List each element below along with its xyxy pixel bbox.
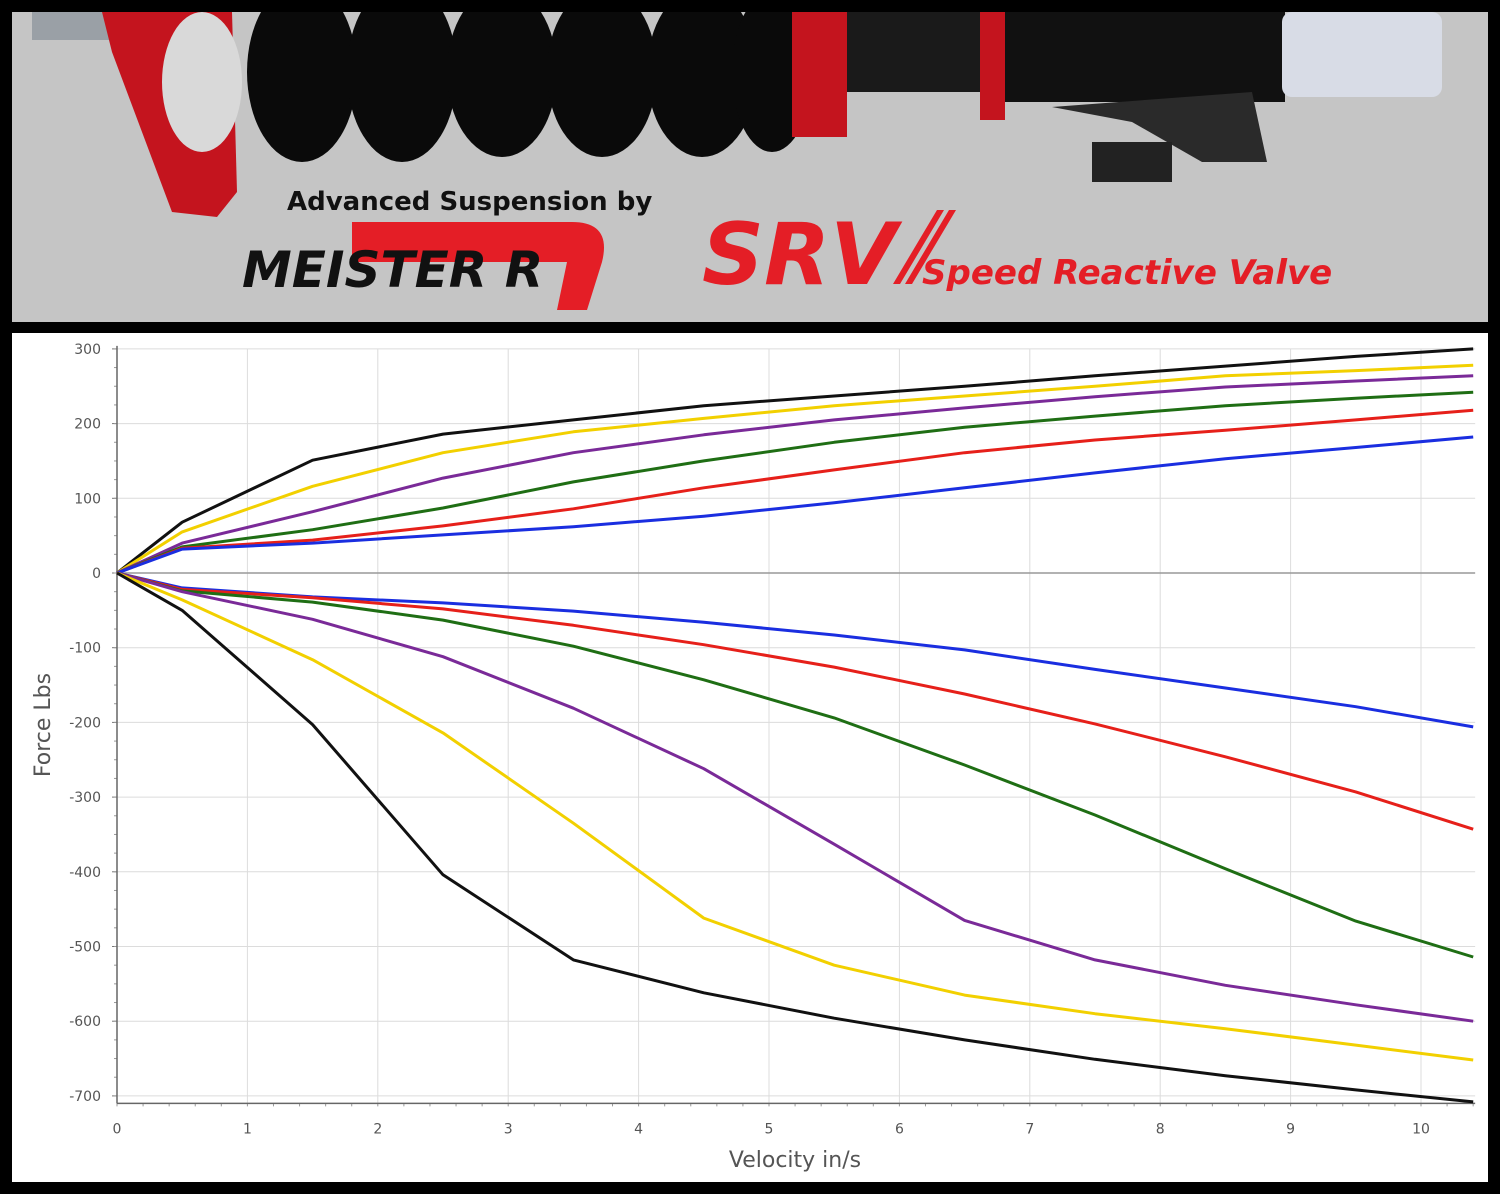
banner-tagline: Advanced Suspension by xyxy=(287,187,652,217)
y-tick-label: -500 xyxy=(69,940,101,956)
srv-logo: SRV xyxy=(702,205,956,305)
x-tick-label: 5 xyxy=(765,1121,774,1137)
series-line-compression-4 xyxy=(116,390,1474,575)
meister-r-logo: MEISTER R xyxy=(242,222,604,310)
banner-graphic: Advanced Suspension by MEISTER R SRV Spe… xyxy=(32,12,1442,310)
y-tick-label: 200 xyxy=(74,417,101,433)
y-tick-label: 0 xyxy=(92,566,101,582)
x-axis-label: Velocity in/s xyxy=(729,1148,861,1173)
y-tick-label: -200 xyxy=(69,715,101,731)
y-tick-label: -400 xyxy=(69,865,101,881)
series-line-rebound-4 xyxy=(116,571,1474,1023)
meister-logo-text: MEISTER R xyxy=(242,241,543,299)
x-tick-label: 7 xyxy=(1025,1121,1034,1137)
series-line-compression-2 xyxy=(116,363,1474,575)
coilover-illustration xyxy=(32,12,1442,217)
product-banner: Advanced Suspension by MEISTER R SRV Spe… xyxy=(12,12,1488,322)
y-tick-label: 100 xyxy=(74,491,101,507)
y-tick-label: -600 xyxy=(69,1014,101,1030)
x-tick-label: 9 xyxy=(1286,1121,1295,1137)
series-line-rebound-5 xyxy=(116,571,1474,1062)
x-tick-label: 8 xyxy=(1156,1121,1165,1137)
x-tick-label: 3 xyxy=(504,1121,513,1137)
series-line-rebound-2 xyxy=(116,571,1474,831)
series-lines xyxy=(116,347,1474,1104)
y-tick-label: -700 xyxy=(69,1089,101,1105)
series-line-rebound-1 xyxy=(116,571,1474,729)
tick-labels: 0 1 2 3 4 5 6 7 8 9 10 300 200 100 0 -100 -200 -300 -400 -5… xyxy=(69,342,1430,1137)
product-name: Speed Reactive Valve xyxy=(922,253,1332,293)
axes xyxy=(112,345,1476,1107)
grid xyxy=(117,348,1476,1104)
x-tick-label: 10 xyxy=(1412,1121,1430,1137)
chart-panel xyxy=(12,333,1488,1182)
x-tick-label: 2 xyxy=(373,1121,382,1137)
x-tick-label: 1 xyxy=(243,1121,252,1137)
series-line-compression-3 xyxy=(116,374,1474,575)
x-tick-label: 4 xyxy=(634,1121,643,1137)
series-line-rebound-3 xyxy=(116,571,1474,959)
x-tick-label: 0 xyxy=(113,1121,122,1137)
srv-logo-text: SRV xyxy=(702,205,903,305)
x-tick-label: 6 xyxy=(895,1121,904,1137)
y-tick-label: 300 xyxy=(74,342,101,358)
y-tick-label: -300 xyxy=(69,790,101,806)
series-line-compression-6 xyxy=(116,435,1474,575)
series-line-compression-1 xyxy=(116,347,1474,575)
series-line-rebound-6 xyxy=(116,571,1474,1104)
y-axis-label: Force Lbs xyxy=(31,673,56,777)
series-line-compression-5 xyxy=(116,408,1474,575)
y-tick-label: -100 xyxy=(69,641,101,657)
